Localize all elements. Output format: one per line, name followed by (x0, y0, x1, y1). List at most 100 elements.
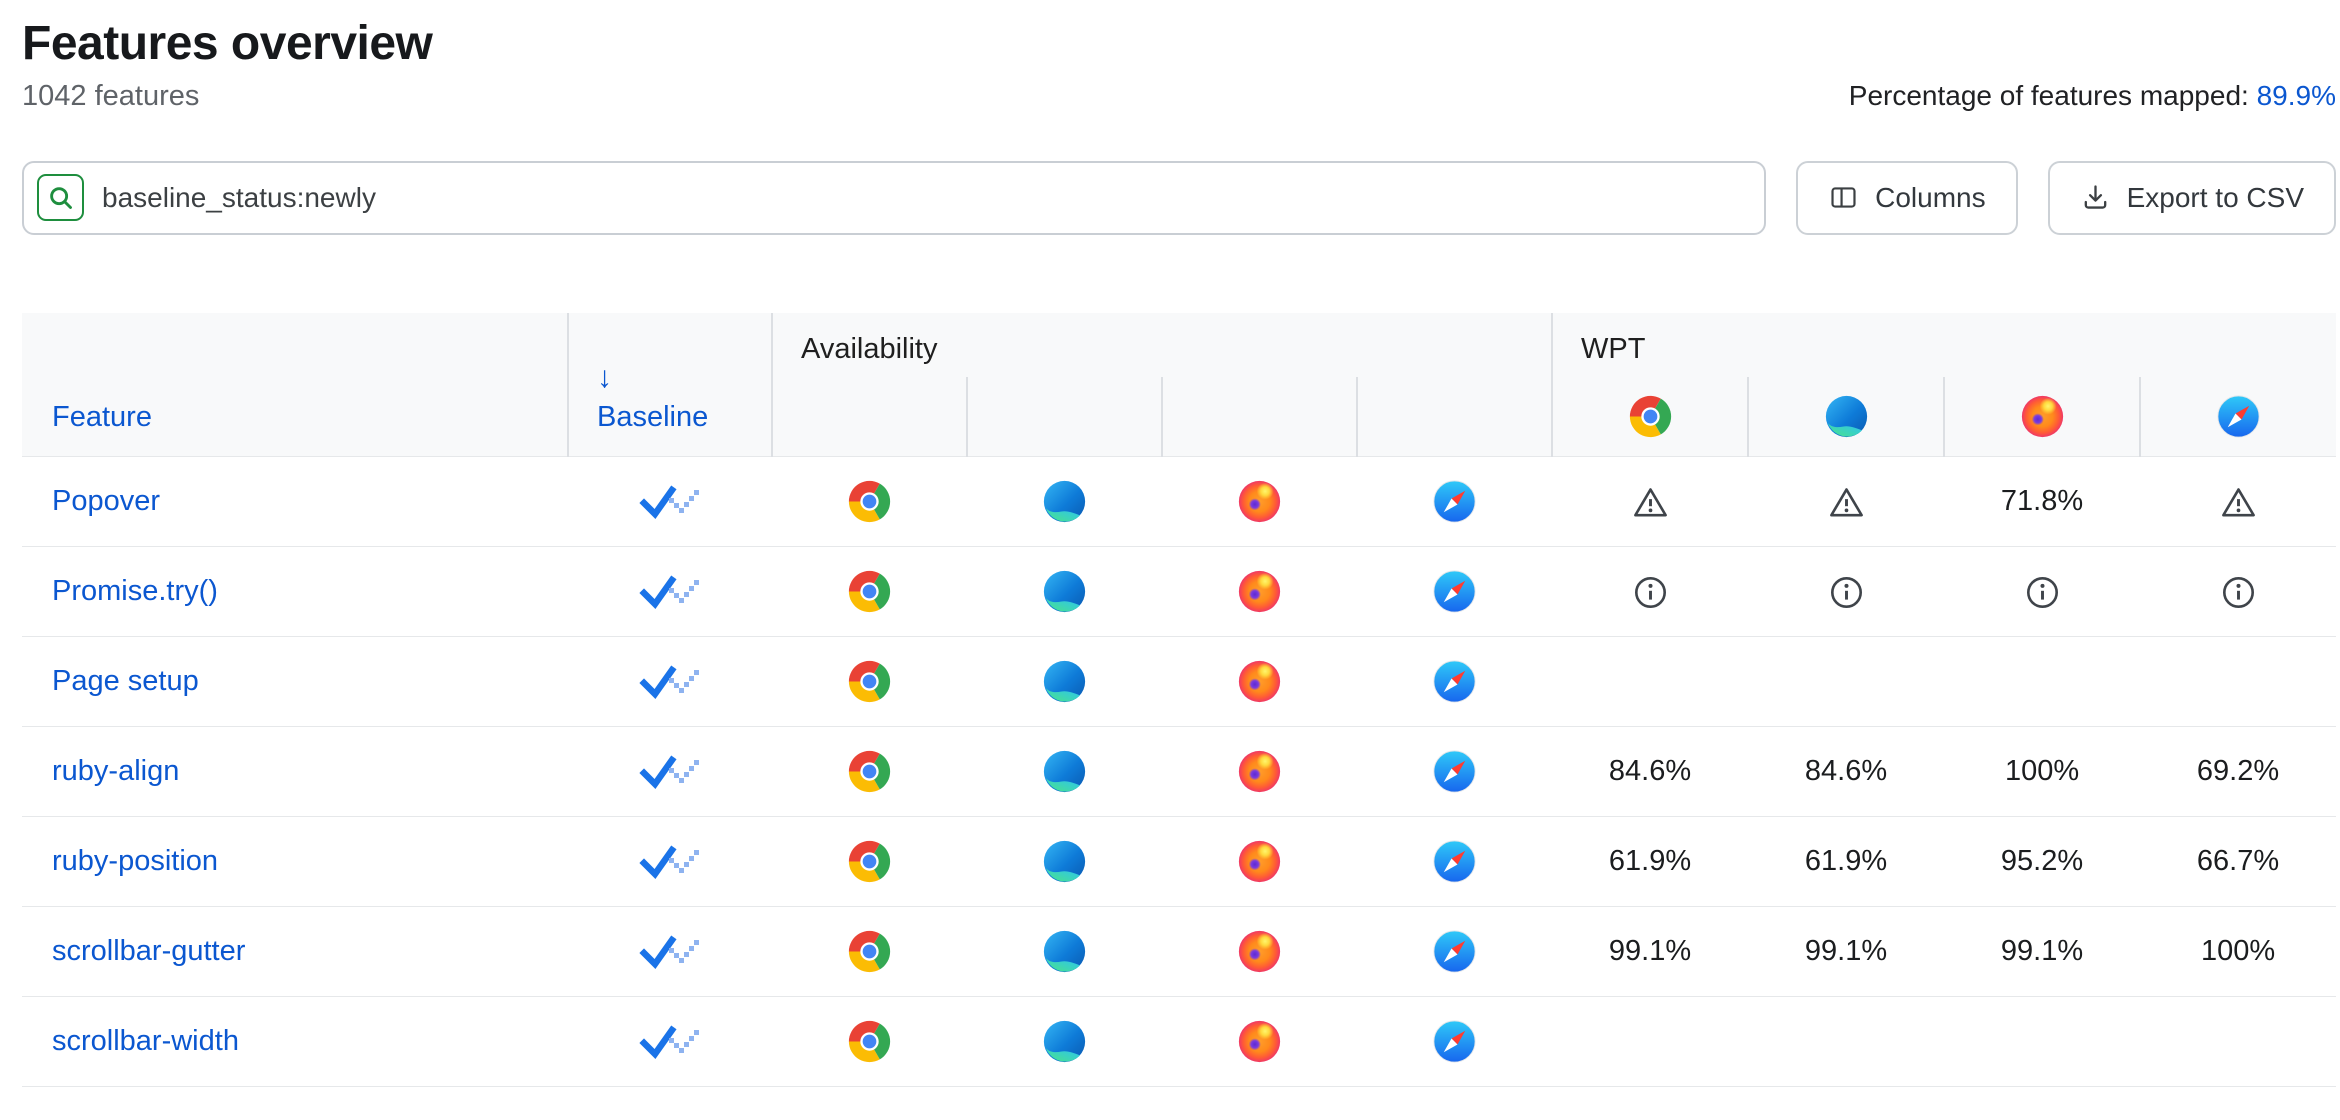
feature-column-header: Feature (22, 312, 568, 457)
header-row-groups: Feature ↓ Baseline Availability WPT (22, 312, 2337, 457)
availability-chrome-cell (772, 726, 967, 817)
columns-button[interactable]: Columns (1796, 160, 2018, 235)
availability-safari-cell (1357, 816, 1553, 907)
baseline-column-header: ↓ Baseline (567, 312, 772, 457)
feature-link[interactable]: Page setup (52, 665, 199, 698)
feature-cell: scrollbar-width (22, 996, 568, 1088)
baseline-cell (568, 546, 772, 637)
info-icon (1828, 574, 1865, 611)
feature-link[interactable]: Promise.try() (52, 575, 218, 608)
info-icon (1632, 574, 1669, 611)
availability-safari-cell (1357, 456, 1553, 547)
availability-firefox-cell (1162, 636, 1357, 727)
wpt-safari-score-cell (2140, 996, 2337, 1088)
baseline-newly-icon (639, 843, 701, 881)
availability-chrome-cell (772, 996, 967, 1088)
feature-sort-link[interactable]: Feature (52, 401, 152, 434)
wpt-chrome-score-cell (1552, 996, 1749, 1088)
safari-icon (1432, 479, 1477, 524)
availability-firefox-cell (1162, 546, 1357, 637)
wpt-score: 100% (2004, 755, 2080, 788)
table-row: ruby-position 61.9% 61.9% 95.2% 66.7% (22, 816, 2337, 907)
baseline-newly-icon (639, 753, 701, 791)
firefox-icon (1237, 479, 1282, 524)
edge-icon (1042, 569, 1087, 614)
baseline-cell (568, 816, 772, 907)
subheader-row: 1042 features Percentage of features map… (22, 80, 2336, 113)
wpt-score: 84.6% (1608, 755, 1692, 788)
baseline-newly-icon (639, 933, 701, 971)
wpt-score: 99.1% (1608, 935, 1692, 968)
chrome-icon (1628, 394, 1673, 439)
wpt-firefox-score-cell (1944, 636, 2141, 727)
availability-chrome-cell (772, 816, 967, 907)
chrome-icon (847, 749, 892, 794)
availability-firefox-cell (1162, 996, 1357, 1088)
table-row: scrollbar-width (22, 996, 2337, 1088)
wpt-safari-score-cell: 69.2% (2140, 726, 2337, 817)
wpt-score: 69.2% (2196, 755, 2280, 788)
chrome-icon (847, 569, 892, 614)
table-row: Popover 71.8% (22, 456, 2337, 547)
availability-chrome-cell (772, 546, 967, 637)
search-button[interactable] (37, 174, 84, 222)
wpt-score: 61.9% (1608, 845, 1692, 878)
wpt-firefox-score-cell (1944, 546, 2141, 637)
feature-count: 1042 features (22, 79, 200, 112)
baseline-cell (568, 636, 772, 727)
table-row: Promise.try() (22, 546, 2337, 637)
wpt-firefox-score-cell (1944, 996, 2141, 1088)
wpt-firefox-score-cell: 100% (1944, 726, 2141, 817)
warning-icon (1828, 484, 1865, 521)
wpt-edge-score-cell: 84.6% (1748, 726, 1945, 817)
availability-safari-cell (1357, 636, 1553, 727)
search-input[interactable] (102, 181, 1745, 214)
search-box[interactable] (22, 160, 1767, 235)
wpt-chrome-score-cell (1552, 546, 1749, 637)
wpt-safari-score-cell (2140, 456, 2337, 547)
baseline-cell (568, 456, 772, 547)
header-row-subcolumns (22, 376, 2337, 457)
wpt-chrome-score-cell (1552, 456, 1749, 547)
wpt-edge-column-header (1747, 376, 1945, 457)
safari-icon (1432, 749, 1477, 794)
feature-link[interactable]: scrollbar-width (52, 1025, 239, 1058)
feature-link[interactable]: scrollbar-gutter (52, 935, 246, 968)
edge-icon (1042, 749, 1087, 794)
baseline-cell (568, 726, 772, 817)
search-icon (46, 183, 76, 213)
export-csv-button[interactable]: Export to CSV (2047, 160, 2336, 235)
wpt-score: 99.1% (2000, 935, 2084, 968)
availability-subcol-1 (771, 376, 967, 457)
wpt-safari-score-cell (2140, 636, 2337, 727)
safari-icon (1432, 569, 1477, 614)
wpt-score: 95.2% (2000, 845, 2084, 878)
features-table: Feature ↓ Baseline Availability WPT (22, 312, 2337, 1088)
wpt-score: 61.9% (1804, 845, 1888, 878)
availability-safari-cell (1357, 726, 1553, 817)
wpt-safari-score-cell: 100% (2140, 906, 2337, 997)
feature-cell: Promise.try() (22, 546, 568, 637)
feature-link[interactable]: ruby-align (52, 755, 180, 788)
wpt-edge-score-cell (1748, 456, 1945, 547)
edge-icon (1042, 839, 1087, 884)
mapped-value-link[interactable]: 89.9% (2256, 79, 2336, 111)
feature-link[interactable]: ruby-position (52, 845, 219, 878)
chrome-icon (847, 929, 892, 974)
wpt-safari-score-cell (2140, 546, 2337, 637)
wpt-firefox-score-cell: 95.2% (1944, 816, 2141, 907)
feature-cell: ruby-align (22, 726, 568, 817)
wpt-safari-score-cell: 66.7% (2140, 816, 2337, 907)
safari-icon (1432, 1019, 1477, 1064)
availability-safari-cell (1357, 996, 1553, 1088)
availability-edge-cell (967, 996, 1162, 1088)
wpt-score: 84.6% (1804, 755, 1888, 788)
baseline-sort-link[interactable]: ↓ Baseline (597, 361, 771, 434)
warning-icon (2220, 484, 2257, 521)
availability-safari-cell (1357, 546, 1553, 637)
wpt-edge-score-cell (1748, 546, 1945, 637)
availability-firefox-cell (1162, 906, 1357, 997)
features-overview-page: Features overview 1042 features Percenta… (22, 18, 2337, 1088)
feature-cell: Popover (22, 456, 568, 547)
feature-link[interactable]: Popover (52, 485, 161, 518)
